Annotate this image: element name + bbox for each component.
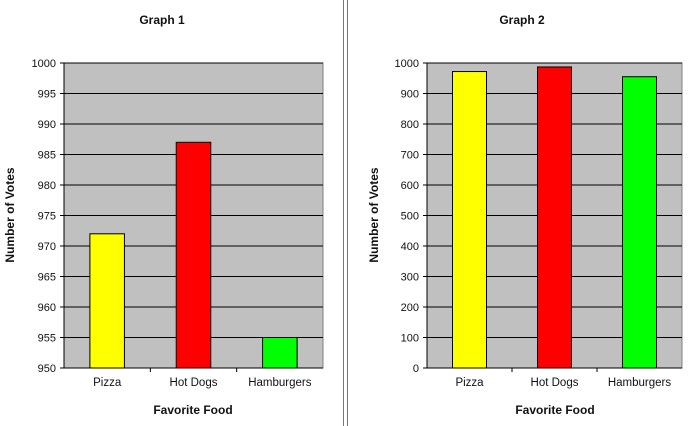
x-axis-label: Favorite Food: [515, 403, 594, 417]
bar-hot-dogs: [537, 66, 572, 369]
y-tick-label: 900: [401, 89, 419, 101]
bars: [89, 141, 298, 369]
y-tick-label: 700: [401, 150, 419, 162]
category-label: Hot Dogs: [531, 377, 579, 389]
category-label: Hamburgers: [248, 377, 312, 389]
bar-hamburgers: [262, 337, 298, 369]
panel-divider: [347, 0, 348, 426]
y-tick-label: 600: [401, 180, 419, 192]
y-tick-label: 800: [401, 119, 419, 131]
y-axis-label: Number of Votes: [367, 167, 381, 262]
category-label: Hot Dogs: [170, 377, 218, 389]
y-tick-label: 985: [38, 150, 56, 162]
y-tick-label: 200: [401, 302, 419, 314]
category-label: Pizza: [93, 377, 122, 389]
y-tick-label: 100: [401, 333, 419, 345]
chart-title: Graph 2: [499, 13, 545, 27]
chart-graph-2: Graph 2 0 100 200 300 400 500 600 700 800 900 1000…: [367, 13, 683, 417]
y-tick-label: 950: [38, 363, 56, 375]
bar-hamburgers: [622, 76, 657, 369]
chart-title: Graph 1: [139, 13, 185, 27]
panel-divider: [343, 0, 344, 426]
category-label: Hamburgers: [608, 377, 672, 389]
y-tick-label: 1000: [395, 58, 419, 70]
y-axis-label: Number of Votes: [3, 167, 17, 262]
y-tick-labels: 0 100 200 300 400 500 600 700 800 900 1000: [395, 58, 419, 375]
category-labels: Pizza Hot Dogs Hamburgers: [455, 377, 671, 389]
chart-graph-1: Graph 1 950 955 960 965 970 975 980 985 990 995 10…: [3, 13, 324, 417]
y-tick-label: 980: [38, 180, 56, 192]
y-tick-label: 400: [401, 241, 419, 253]
y-tick-label: 965: [38, 272, 56, 284]
bars: [452, 66, 657, 369]
bar-pizza: [452, 71, 487, 369]
y-tick-label: 1000: [32, 58, 56, 70]
y-tick-label: 975: [38, 211, 56, 223]
y-tick-label: 970: [38, 241, 56, 253]
bar-pizza: [89, 233, 125, 369]
y-tick-label: 0: [413, 363, 419, 375]
y-tick-label: 995: [38, 89, 56, 101]
category-labels: Pizza Hot Dogs Hamburgers: [93, 377, 312, 389]
y-tick-labels: 950 955 960 965 970 975 980 985 990 995 1000: [32, 58, 56, 375]
y-tick-label: 300: [401, 272, 419, 284]
y-tick-label: 960: [38, 302, 56, 314]
category-label: Pizza: [455, 377, 484, 389]
y-tick-label: 990: [38, 119, 56, 131]
bar-hot-dogs: [175, 141, 212, 369]
x-axis-label: Favorite Food: [153, 403, 232, 417]
y-tick-label: 955: [38, 333, 56, 345]
y-tick-label: 500: [401, 211, 419, 223]
